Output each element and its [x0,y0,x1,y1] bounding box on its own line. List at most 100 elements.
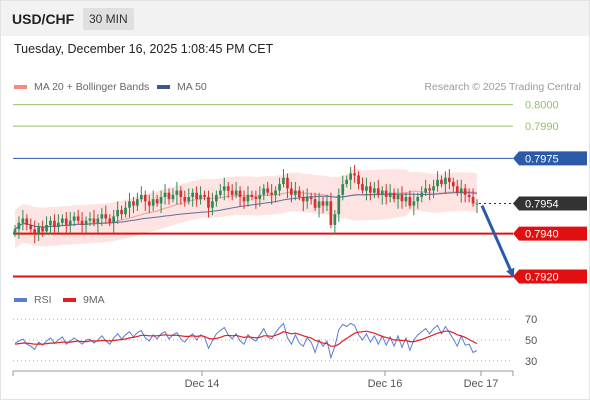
candle-body [61,218,64,223]
candle-body [45,225,48,232]
candle-body [238,190,242,197]
candle-body [41,227,44,232]
candle-body [337,194,341,215]
candle-body [124,207,127,215]
candle-body [440,179,443,185]
candle-body [459,188,463,193]
candle-body [21,218,25,223]
candle-body [392,192,396,200]
level-label-2: 0.7975 [525,153,559,165]
candle-body [116,209,119,217]
legend-9ma: 9MA [63,294,105,306]
candle-body [230,190,234,195]
candle-body [286,177,289,189]
candle-body [219,190,222,195]
candle-body [72,216,76,221]
candle-body [408,197,412,206]
candle-body [380,190,384,195]
candle-body [369,186,372,193]
datetime-label: Tuesday, December 16, 2025 1:08:45 PM CE… [14,42,274,56]
candle-body [376,188,380,195]
x-tick-label-2: Dec 17 [464,378,499,390]
candle-body [207,197,210,208]
candle-body [325,201,329,206]
candle-body [64,218,68,225]
candle-body [29,225,33,230]
candle-body [88,218,92,221]
candle-body [242,197,246,202]
ma50-line [14,192,478,230]
candle-body [159,197,163,204]
candle-body [179,190,183,197]
9ma-swatch [63,298,76,302]
x-tick-label-0: Dec 14 [185,378,220,390]
candle-body [76,216,80,221]
candle-body [333,214,337,225]
level-label-box-2 [513,151,587,166]
candle-body [412,201,416,206]
candle-body [428,188,431,191]
candle-body [92,218,96,223]
candle-body [420,192,424,197]
candle-body [104,214,108,219]
candle-body [155,199,159,204]
candle-body [463,188,467,195]
legend-rsi: RSI [14,294,52,306]
candle-body [353,173,356,176]
forecast-arrow [480,205,515,278]
timeframe-badge[interactable]: 30 MIN [83,8,134,30]
candle-body [167,192,171,200]
candle-body [191,192,194,197]
candle-body [424,188,427,193]
candle-body [215,194,218,202]
candle-body [365,186,368,191]
candle-body [341,184,345,195]
candle-body [80,220,84,225]
candle-body [96,218,100,223]
level-label-box-3 [513,196,587,211]
rsi-9ma-line [14,330,478,347]
ma20-swatch [14,85,27,89]
legend-ma20-label: MA 20 + Bollinger Bands [34,81,150,93]
level-label-0: 0.8000 [525,100,559,112]
candle-body [294,190,297,195]
candle-body [37,227,40,234]
level-label-5: 0.7920 [525,272,559,284]
candle-body [199,194,202,200]
candle-body [254,197,258,200]
candle-body [203,194,206,197]
candle-body [128,201,131,208]
candle-body [57,222,60,228]
candle-body [25,218,29,225]
candle-body [357,175,360,185]
candle-body [278,184,281,191]
candle-body [384,190,388,197]
legend-9ma-label: 9MA [83,294,105,306]
candle-body [108,218,112,223]
rsi-tick-label-2: 70 [525,314,537,326]
candle-body [151,199,155,206]
candle-body [132,201,135,206]
candle-body [388,192,392,197]
candle-body [234,190,238,195]
candle-body [404,197,408,202]
candle-body [373,188,376,193]
legend-ma20: MA 20 + Bollinger Bands [14,81,149,93]
candle-body [195,192,198,200]
candle-body [301,197,305,202]
candle-body [305,197,309,202]
candle-body [262,188,266,195]
candle-body [163,192,167,197]
candle-body [53,220,56,228]
symbol-label: USD/CHF [12,11,75,27]
legend-ma50: MA 50 [157,81,207,93]
candle-body [321,201,325,206]
candle-body [68,220,72,225]
level-label-4: 0.7940 [525,229,559,241]
candle-body [455,186,459,193]
candle-body [452,182,455,187]
candle-body [136,199,139,206]
candle-body [436,179,439,187]
